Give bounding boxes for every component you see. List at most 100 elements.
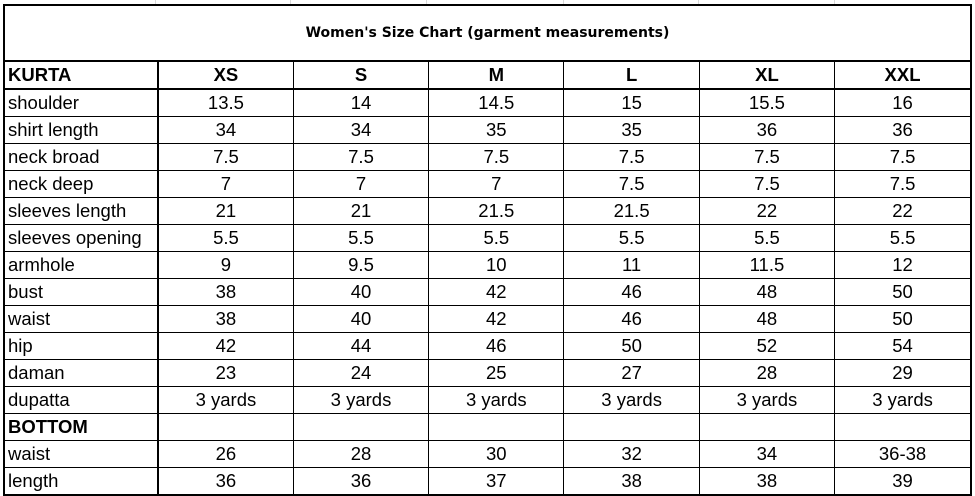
measurement-cell: 34: [158, 116, 294, 144]
measurement-cell: 28: [293, 440, 430, 468]
section-label-bottom: BOTTOM: [5, 413, 160, 441]
measurement-cell: 7.5: [834, 143, 970, 171]
measurement-cell: 7: [158, 170, 294, 198]
measurement-cell: 22: [699, 197, 836, 225]
measurement-cell: 3 yards: [428, 386, 565, 414]
measurement-cell: 36: [699, 116, 836, 144]
measurement-cell: 3 yards: [834, 386, 970, 414]
size-header: XXL: [834, 62, 970, 90]
chart-title: Women's Size Chart (garment measurements…: [305, 25, 670, 41]
measurement-cell: 38: [158, 305, 294, 333]
row-label: daman: [5, 359, 160, 387]
measurement-cell: 36: [293, 467, 430, 494]
measurement-cell: 21.5: [428, 197, 565, 225]
measurement-cell: 46: [563, 278, 700, 306]
measurement-cell: 7.5: [699, 143, 836, 171]
measurement-cell: 30: [428, 440, 565, 468]
measurement-cell: 11.5: [699, 251, 836, 279]
row-label: waist: [5, 440, 160, 468]
table-row: dupatta 3 yards 3 yards 3 yards 3 yards 3 yar…: [5, 386, 970, 414]
measurement-cell: 22: [834, 197, 970, 225]
empty-cell: [563, 413, 700, 441]
chart-title-cell: Women's Size Chart (garment measurements…: [5, 6, 970, 62]
measurement-cell: 36-38: [834, 440, 970, 468]
measurement-cell: 50: [834, 278, 970, 306]
measurement-cell: 10: [428, 251, 565, 279]
measurement-cell: 27: [563, 359, 700, 387]
measurement-cell: 42: [158, 332, 294, 360]
measurement-cell: 14: [293, 89, 430, 117]
measurement-cell: 54: [834, 332, 970, 360]
section-row-bottom: BOTTOM: [5, 413, 970, 441]
measurement-cell: 32: [563, 440, 700, 468]
measurement-cell: 37: [428, 467, 565, 494]
table-row: neck broad 7.5 7.5 7.5 7.5 7.5 7.5: [5, 143, 970, 171]
measurement-cell: 5.5: [293, 224, 430, 252]
table-row: daman 23 24 25 27 28 29: [5, 359, 970, 387]
size-header: M: [428, 62, 565, 90]
measurement-cell: 50: [563, 332, 700, 360]
measurement-cell: 7.5: [428, 143, 565, 171]
measurement-cell: 36: [834, 116, 970, 144]
measurement-cell: 16: [834, 89, 970, 117]
measurement-cell: 7.5: [293, 143, 430, 171]
measurement-cell: 35: [428, 116, 565, 144]
row-label: armhole: [5, 251, 160, 279]
measurement-cell: 7.5: [158, 143, 294, 171]
row-label: shirt length: [5, 116, 160, 144]
empty-cell: [293, 413, 430, 441]
measurement-cell: 44: [293, 332, 430, 360]
measurement-cell: 34: [293, 116, 430, 144]
measurement-cell: 3 yards: [158, 386, 294, 414]
measurement-cell: 36: [158, 467, 294, 494]
measurement-cell: 35: [563, 116, 700, 144]
measurement-cell: 42: [428, 278, 565, 306]
measurement-cell: 7.5: [834, 170, 970, 198]
sheet-gridlines: [0, 0, 975, 4]
measurement-cell: 12: [834, 251, 970, 279]
measurement-cell: 34: [699, 440, 836, 468]
size-header: L: [563, 62, 700, 90]
measurement-cell: 13.5: [158, 89, 294, 117]
measurement-cell: 7.5: [563, 143, 700, 171]
measurement-cell: 38: [699, 467, 836, 494]
measurement-cell: 38: [158, 278, 294, 306]
empty-cell: [834, 413, 970, 441]
measurement-cell: 40: [293, 278, 430, 306]
measurement-cell: 50: [834, 305, 970, 333]
empty-cell: [158, 413, 294, 441]
measurement-cell: 7.5: [563, 170, 700, 198]
measurement-cell: 39: [892, 470, 913, 491]
measurement-cell: 25: [428, 359, 565, 387]
table-row: sleeves opening 5.5 5.5 5.5 5.5 5.5 5.5: [5, 224, 970, 252]
row-label: sleeves length: [5, 197, 160, 225]
table-row: hip 42 44 46 50 52 54: [5, 332, 970, 360]
measurement-cell: 3 yards: [563, 386, 700, 414]
row-label: shoulder: [5, 89, 160, 117]
measurement-cell: 23: [158, 359, 294, 387]
measurement-cell: 24: [293, 359, 430, 387]
size-header: S: [293, 62, 430, 90]
row-label: bust: [5, 278, 160, 306]
table-row: shirt length 34 34 35 35 36 36: [5, 116, 970, 144]
size-header: XS: [158, 62, 294, 90]
measurement-cell: 9: [158, 251, 294, 279]
table-row: waist 38 40 42 46 48 50: [5, 305, 970, 333]
measurement-cell: 9.5: [293, 251, 430, 279]
measurement-cell: 7.5: [699, 170, 836, 198]
row-label: sleeves opening: [5, 224, 160, 252]
measurement-cell: 40: [293, 305, 430, 333]
measurement-cell: 48: [699, 278, 836, 306]
measurement-cell: 48: [699, 305, 836, 333]
measurement-cell: 28: [699, 359, 836, 387]
measurement-cell: 5.5: [428, 224, 565, 252]
measurement-cell: 5.5: [699, 224, 836, 252]
measurement-cell: 21: [293, 197, 430, 225]
measurement-cell: 26: [158, 440, 294, 468]
table-row: length 36 36 37 38 38 39: [5, 467, 970, 494]
row-label: length: [5, 467, 160, 494]
section-label-kurta: KURTA: [5, 62, 160, 90]
measurement-cell: 29: [834, 359, 970, 387]
measurement-cell: 42: [428, 305, 565, 333]
measurement-cell: 5.5: [563, 224, 700, 252]
